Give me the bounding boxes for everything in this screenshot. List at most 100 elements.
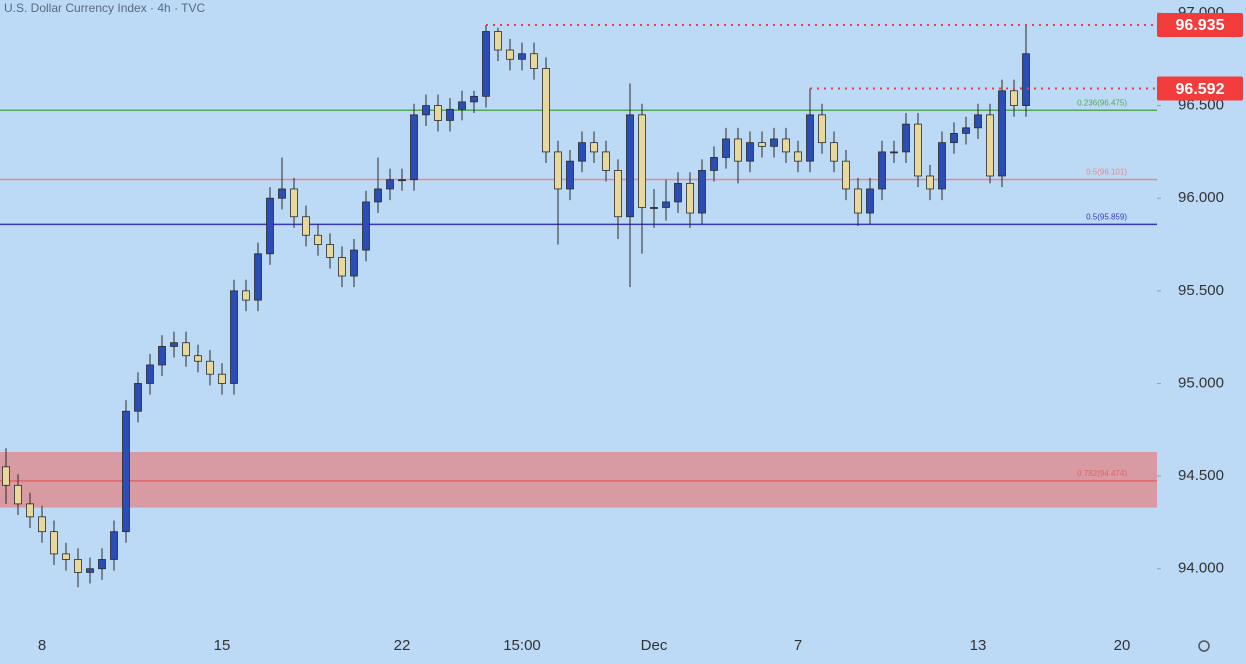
candle-body <box>422 105 430 116</box>
candle-body <box>86 568 94 573</box>
settings-icon[interactable] <box>1198 640 1210 652</box>
x-tick-label: 8 <box>38 637 46 654</box>
candle-body <box>1022 53 1030 106</box>
settings-gear[interactable] <box>1198 640 1210 652</box>
candle-body <box>446 108 454 121</box>
candle-body <box>110 531 118 560</box>
y-tick-label: 95.500 <box>1178 282 1224 299</box>
candle-body <box>362 201 370 251</box>
candle-body <box>662 201 670 208</box>
candle-body <box>890 151 898 154</box>
candle-body <box>542 68 550 153</box>
candle-body <box>170 342 178 347</box>
candle-body <box>242 290 250 301</box>
candle-body <box>974 114 982 129</box>
candle-body <box>494 31 502 51</box>
candle-body <box>986 114 994 177</box>
x-tick-label: 15:00 <box>503 637 541 654</box>
candle-body <box>782 138 790 153</box>
candle-body <box>698 170 706 214</box>
candle-body <box>134 383 142 412</box>
level-label: 0.5(96.101) <box>1086 168 1127 177</box>
candle-body <box>650 207 658 209</box>
level-label: 0.5(95.859) <box>1086 212 1127 221</box>
candle-body <box>350 249 358 277</box>
candle-body <box>734 138 742 162</box>
candle-body <box>842 160 850 190</box>
candle-body <box>962 127 970 134</box>
candle-body <box>314 234 322 245</box>
candle-body <box>386 179 394 190</box>
candle-body <box>218 373 226 384</box>
price-marker <box>1157 13 1243 38</box>
candle-body <box>1010 90 1018 106</box>
candle-body <box>470 95 478 103</box>
candle-body <box>98 559 106 570</box>
x-tick-label: 22 <box>394 637 411 654</box>
candle-body <box>902 123 910 153</box>
candle-body <box>638 114 646 208</box>
x-tick-label: 15 <box>214 637 231 654</box>
candle-body <box>182 342 190 357</box>
x-tick-label: Dec <box>641 637 668 654</box>
candle-body <box>854 188 862 214</box>
candle-body <box>794 151 802 162</box>
candle-body <box>338 257 346 277</box>
price-axis <box>1157 0 1246 628</box>
candle-body <box>950 132 958 144</box>
price-marker <box>1157 76 1243 101</box>
candle-body <box>830 142 838 162</box>
x-tick-label: 20 <box>1114 637 1131 654</box>
candle-body <box>26 503 34 518</box>
candle-body <box>674 182 682 203</box>
candle-body <box>398 179 406 182</box>
candle-body <box>434 105 442 121</box>
candle-body <box>410 114 418 181</box>
zone <box>0 452 1157 508</box>
candle-body <box>230 290 238 384</box>
chart-title: U.S. Dollar Currency Index · 4h · TVC <box>4 1 206 15</box>
candle-body <box>554 151 562 190</box>
candle-body <box>278 188 286 199</box>
candle-body <box>926 175 934 190</box>
y-tick-label: 96.000 <box>1178 189 1224 206</box>
candle-body <box>770 138 778 147</box>
candle-body <box>458 101 466 110</box>
candle-body <box>518 53 526 60</box>
candle-body <box>530 53 538 69</box>
level-label: 0.236(96.475) <box>1077 98 1127 107</box>
candle-body <box>914 123 922 177</box>
candle-body <box>62 553 70 560</box>
candle-body <box>38 516 46 533</box>
candle-body <box>50 531 58 555</box>
x-tick-label: 13 <box>970 637 987 654</box>
candle-body <box>806 114 814 162</box>
candle-body <box>878 151 886 190</box>
candle-body <box>506 49 514 60</box>
candle-body <box>374 188 382 203</box>
candle-body <box>146 364 154 384</box>
y-tick-label: 96.500 <box>1178 97 1224 114</box>
y-tick-label: 94.500 <box>1178 467 1224 484</box>
candle-body <box>122 410 130 533</box>
plot: 0.236(96.475) 0.5(96.101) 0.5(95.859) 0.782… <box>0 24 1157 588</box>
candle-body <box>626 114 634 218</box>
y-tick-label: 95.000 <box>1178 374 1224 391</box>
candle-body <box>710 157 718 171</box>
candle-body <box>302 216 310 236</box>
candle-body <box>2 466 10 486</box>
candle-body <box>602 151 610 171</box>
candle-body <box>998 90 1006 177</box>
candle-body <box>254 253 262 301</box>
candle-body <box>566 160 574 190</box>
x-tick-label: 7 <box>794 637 802 654</box>
candle-body <box>578 142 586 162</box>
y-tick-label: 94.000 <box>1178 560 1224 577</box>
candle-body <box>206 360 214 375</box>
candle-body <box>590 142 598 153</box>
candle-body <box>194 355 202 362</box>
level-label: 0.782(94.474) <box>1077 469 1127 478</box>
